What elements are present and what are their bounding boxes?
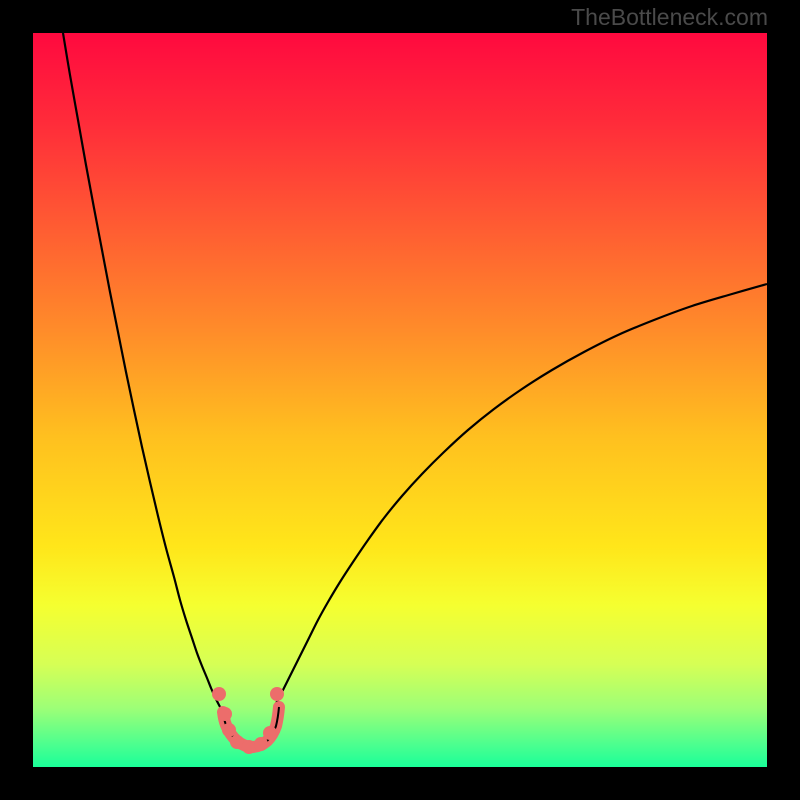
plot-area xyxy=(33,33,767,767)
curve-right-branch xyxy=(275,284,767,705)
chart-stage: TheBottleneck.com xyxy=(0,0,800,800)
bottom-dot xyxy=(222,723,236,737)
bottom-dot xyxy=(212,687,226,701)
bottom-dot xyxy=(263,726,277,740)
watermark-text: TheBottleneck.com xyxy=(571,4,768,31)
bottom-dot xyxy=(230,735,244,749)
curve-layer xyxy=(33,33,767,767)
bottom-dot xyxy=(270,687,284,701)
bottom-dot xyxy=(218,707,232,721)
curve-left-branch xyxy=(63,33,223,712)
bottom-dot xyxy=(254,737,268,751)
bottom-dot xyxy=(242,740,256,754)
